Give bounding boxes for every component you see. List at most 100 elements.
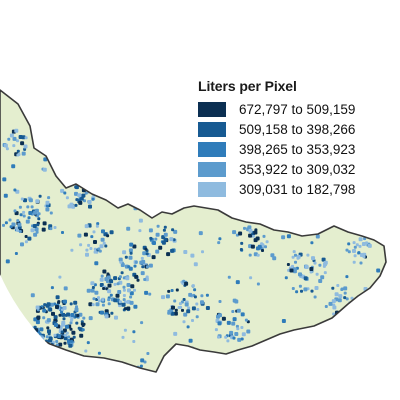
- pixel-dot: [328, 301, 333, 306]
- pixel-dot: [292, 267, 297, 272]
- pixel-dot: [128, 266, 133, 271]
- pixel-dot: [42, 308, 47, 313]
- pixel-dot: [86, 288, 91, 293]
- legend-item: 309,031 to 182,798: [198, 179, 398, 199]
- pixel-dot: [241, 332, 246, 337]
- pixel-dot: [133, 288, 136, 292]
- pixel-dot: [81, 328, 85, 332]
- pixel-dot: [55, 305, 59, 309]
- pixel-dot: [353, 254, 357, 258]
- pixel-dot: [121, 302, 126, 307]
- pixel-dot: [20, 197, 24, 201]
- pixel-dot: [61, 231, 64, 234]
- pixel-dot: [292, 250, 296, 254]
- pixel-dot: [69, 327, 73, 331]
- pixel-dot: [352, 249, 356, 253]
- pixel-dot: [309, 270, 313, 274]
- pixel-dot: [47, 196, 51, 200]
- pixel-dot: [248, 253, 252, 257]
- pixel-dot: [151, 255, 156, 260]
- pixel-dot: [60, 188, 65, 193]
- region-border: [0, 89, 387, 373]
- pixel-dot: [106, 234, 110, 238]
- pixel-dot: [83, 232, 88, 237]
- pixel-dot: [74, 203, 78, 207]
- pixel-dot: [324, 305, 328, 308]
- pixel-dot: [217, 321, 222, 326]
- pixel-dot: [310, 241, 314, 245]
- legend-item: 353,922 to 309,032: [198, 159, 398, 179]
- pixel-dot: [85, 252, 89, 257]
- pixel-dot: [3, 353, 8, 358]
- pixel-dot: [3, 143, 8, 148]
- legend-items: 672,797 to 509,159 509,158 to 398,266 39…: [198, 99, 398, 199]
- pixel-dot: [122, 294, 126, 297]
- pixel-dot: [88, 302, 93, 307]
- pixel-dot: [13, 188, 17, 192]
- pixel-dot: [64, 361, 69, 366]
- pixel-dot: [31, 356, 35, 359]
- pixel-dot: [123, 307, 127, 311]
- pixel-dot: [43, 157, 48, 162]
- pixel-dot: [169, 237, 174, 242]
- pixel-dot: [95, 224, 99, 228]
- pixel-dot: [48, 307, 53, 312]
- pixel-dot: [365, 241, 369, 245]
- pixel-dot: [314, 286, 319, 290]
- pixel-dot: [43, 350, 47, 355]
- pixel-dot: [91, 286, 95, 289]
- pixel-dot: [182, 320, 186, 324]
- pixel-dot: [107, 298, 111, 302]
- pixel-dot: [100, 310, 104, 315]
- pixel-dot: [74, 191, 78, 196]
- pixel-dot: [35, 320, 40, 325]
- pixel-dot: [28, 361, 32, 365]
- pixel-dot: [367, 243, 372, 248]
- pixel-dot: [376, 268, 381, 273]
- pixel-dot: [21, 151, 26, 156]
- pixel-dot: [170, 289, 174, 292]
- pixel-dot: [174, 308, 178, 312]
- pixel-dot: [107, 302, 111, 306]
- pixel-dot: [345, 275, 349, 279]
- pixel-dot: [232, 317, 237, 322]
- pixel-dot: [253, 238, 258, 243]
- pixel-dot: [84, 191, 88, 195]
- pixel-dot: [97, 351, 101, 355]
- pixel-dot: [264, 245, 267, 249]
- pixel-dot: [122, 276, 126, 280]
- pixel-dot: [85, 248, 89, 252]
- pixel-dot: [27, 216, 31, 220]
- pixel-dot: [46, 302, 51, 307]
- pixel-dot: [161, 295, 165, 300]
- pixel-dot: [350, 296, 354, 300]
- pixel-dot: [347, 250, 351, 254]
- pixel-dot: [218, 313, 222, 318]
- pixel-dot: [149, 236, 153, 240]
- pixel-dot: [62, 317, 66, 321]
- pixel-dot: [146, 352, 150, 355]
- pixel-dot: [115, 293, 120, 298]
- pixel-dot: [22, 210, 26, 214]
- pixel-dot: [102, 287, 106, 290]
- pixel-dot: [55, 340, 59, 343]
- pixel-dot: [53, 226, 57, 229]
- pixel-dot: [101, 298, 105, 302]
- pixel-dot: [11, 222, 16, 227]
- pixel-dot: [231, 310, 235, 313]
- pixel-dot: [124, 300, 128, 304]
- pixel-dot: [42, 221, 47, 226]
- pixel-dot: [294, 260, 297, 264]
- pixel-dot: [38, 194, 42, 198]
- pixel-dot: [313, 295, 317, 299]
- pixel-dot: [154, 237, 158, 241]
- pixel-dot: [171, 228, 175, 232]
- pixel-dot: [232, 298, 237, 303]
- pixel-dot: [36, 315, 41, 320]
- pixel-dot: [246, 329, 251, 334]
- pixel-dot: [97, 247, 101, 251]
- pixel-dot: [117, 290, 122, 294]
- pixel-dot: [126, 283, 131, 287]
- pixel-dot: [362, 255, 366, 259]
- pixel-dot: [118, 257, 123, 262]
